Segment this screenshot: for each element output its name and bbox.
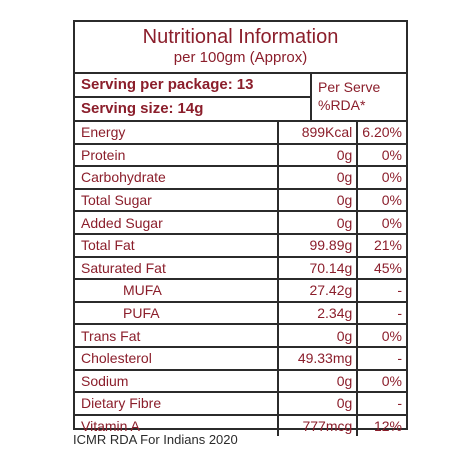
nutrient-rda: 45%	[357, 255, 406, 280]
serving-info: Serving per package: 13 Serving size: 14g	[75, 72, 312, 120]
table-row: Sodium 0g 0%	[75, 368, 406, 393]
table-row: Added Sugar 0g 0%	[75, 210, 406, 234]
nutrient-amount: 0g	[278, 391, 359, 415]
nutrition-panel: Nutritional Information per 100gm (Appro…	[73, 20, 408, 437]
serving-size-label: Serving size:	[81, 100, 174, 117]
nutrient-rda: 0%	[357, 187, 406, 212]
nutrient-name: Saturated Fat	[75, 255, 280, 280]
table-row: Cholesterol 49.33mg -	[75, 345, 406, 370]
nutrient-rda: 0%	[357, 368, 406, 393]
nutrient-rda: 0%	[357, 142, 406, 167]
table-row: MUFA 27.42g -	[75, 278, 406, 302]
panel-subtitle: per 100gm (Approx)	[173, 49, 308, 66]
nutrient-rda: -	[357, 345, 406, 370]
nutrient-rda: 21%	[357, 232, 406, 257]
table-row: Vitamin A 777mcg 12%	[75, 413, 406, 437]
table-row: Dietary Fibre 0g -	[75, 391, 406, 415]
nutrient-amount: 99.89g	[278, 232, 359, 257]
nutrient-amount: 27.42g	[278, 278, 359, 302]
nutrient-name: Vitamin A	[75, 413, 280, 437]
nutrient-amount: 777mcg	[278, 413, 359, 437]
panel-header: Nutritional Information per 100gm (Appro…	[75, 22, 406, 72]
rda-label: %RDA*	[318, 97, 366, 113]
nutrient-name: Sodium	[75, 368, 280, 393]
footer-note: ICMR RDA For Indians 2020	[73, 432, 238, 447]
table-row: Protein 0g 0%	[75, 142, 406, 167]
nutrient-amount: 899Kcal	[278, 120, 359, 144]
nutrition-table: Energy 899Kcal 6.20% Protein 0g 0% Carbohydrat…	[75, 120, 406, 437]
serving-per-package: Serving per package: 13	[75, 72, 312, 96]
serving-size-value: 14g	[177, 100, 204, 117]
nutrient-amount: 0g	[278, 165, 359, 189]
table-row: Total Fat 99.89g 21%	[75, 232, 406, 257]
nutrient-name: Dietary Fibre	[75, 391, 280, 415]
per-serve-label: Per Serve	[318, 79, 381, 95]
nutrient-rda: -	[357, 300, 406, 325]
nutrient-amount: 2.34g	[278, 300, 359, 325]
serving-per-package-value: 13	[236, 76, 254, 93]
nutrient-rda: 12%	[357, 413, 406, 437]
per-serve-header: Per Serve %RDA*	[312, 72, 408, 120]
nutrient-amount: 0g	[278, 210, 359, 234]
nutrient-name: Protein	[75, 142, 280, 167]
table-row: Saturated Fat 70.14g 45%	[75, 255, 406, 280]
nutrient-amount: 0g	[278, 323, 359, 347]
table-row: Trans Fat 0g 0%	[75, 323, 406, 347]
serving-per-package-label: Serving per package:	[81, 76, 233, 93]
panel-title: Nutritional Information	[142, 26, 339, 48]
nutrient-name: PUFA	[75, 300, 280, 325]
nutrient-amount: 70.14g	[278, 255, 359, 280]
nutrient-amount: 0g	[278, 142, 359, 167]
nutrition-table-body: Energy 899Kcal 6.20% Protein 0g 0% Carbohydrat…	[75, 120, 406, 437]
nutrient-rda: -	[357, 391, 406, 415]
nutrient-name: Carbohydrate	[75, 165, 280, 189]
table-row: Total Sugar 0g 0%	[75, 187, 406, 212]
nutrient-name: Total Sugar	[75, 187, 280, 212]
nutrient-amount: 0g	[278, 187, 359, 212]
nutrient-name: Energy	[75, 120, 280, 144]
nutrient-amount: 0g	[278, 368, 359, 393]
serving-block: Serving per package: 13 Serving size: 14g …	[75, 72, 408, 120]
nutrient-rda: 6.20%	[357, 120, 406, 144]
nutrient-name: Added Sugar	[75, 210, 280, 234]
table-row: Carbohydrate 0g 0%	[75, 165, 406, 189]
nutrient-name: MUFA	[75, 278, 280, 302]
nutrient-rda: 0%	[357, 210, 406, 234]
nutrient-rda: 0%	[357, 323, 406, 347]
nutrient-rda: 0%	[357, 165, 406, 189]
serving-size: Serving size: 14g	[75, 96, 312, 120]
nutrient-amount: 49.33mg	[278, 345, 359, 370]
nutrient-name: Cholesterol	[75, 345, 280, 370]
nutrient-name: Trans Fat	[75, 323, 280, 347]
nutrient-rda: -	[357, 278, 406, 302]
nutrient-name: Total Fat	[75, 232, 280, 257]
table-row: PUFA 2.34g -	[75, 300, 406, 325]
table-row: Energy 899Kcal 6.20%	[75, 120, 406, 144]
